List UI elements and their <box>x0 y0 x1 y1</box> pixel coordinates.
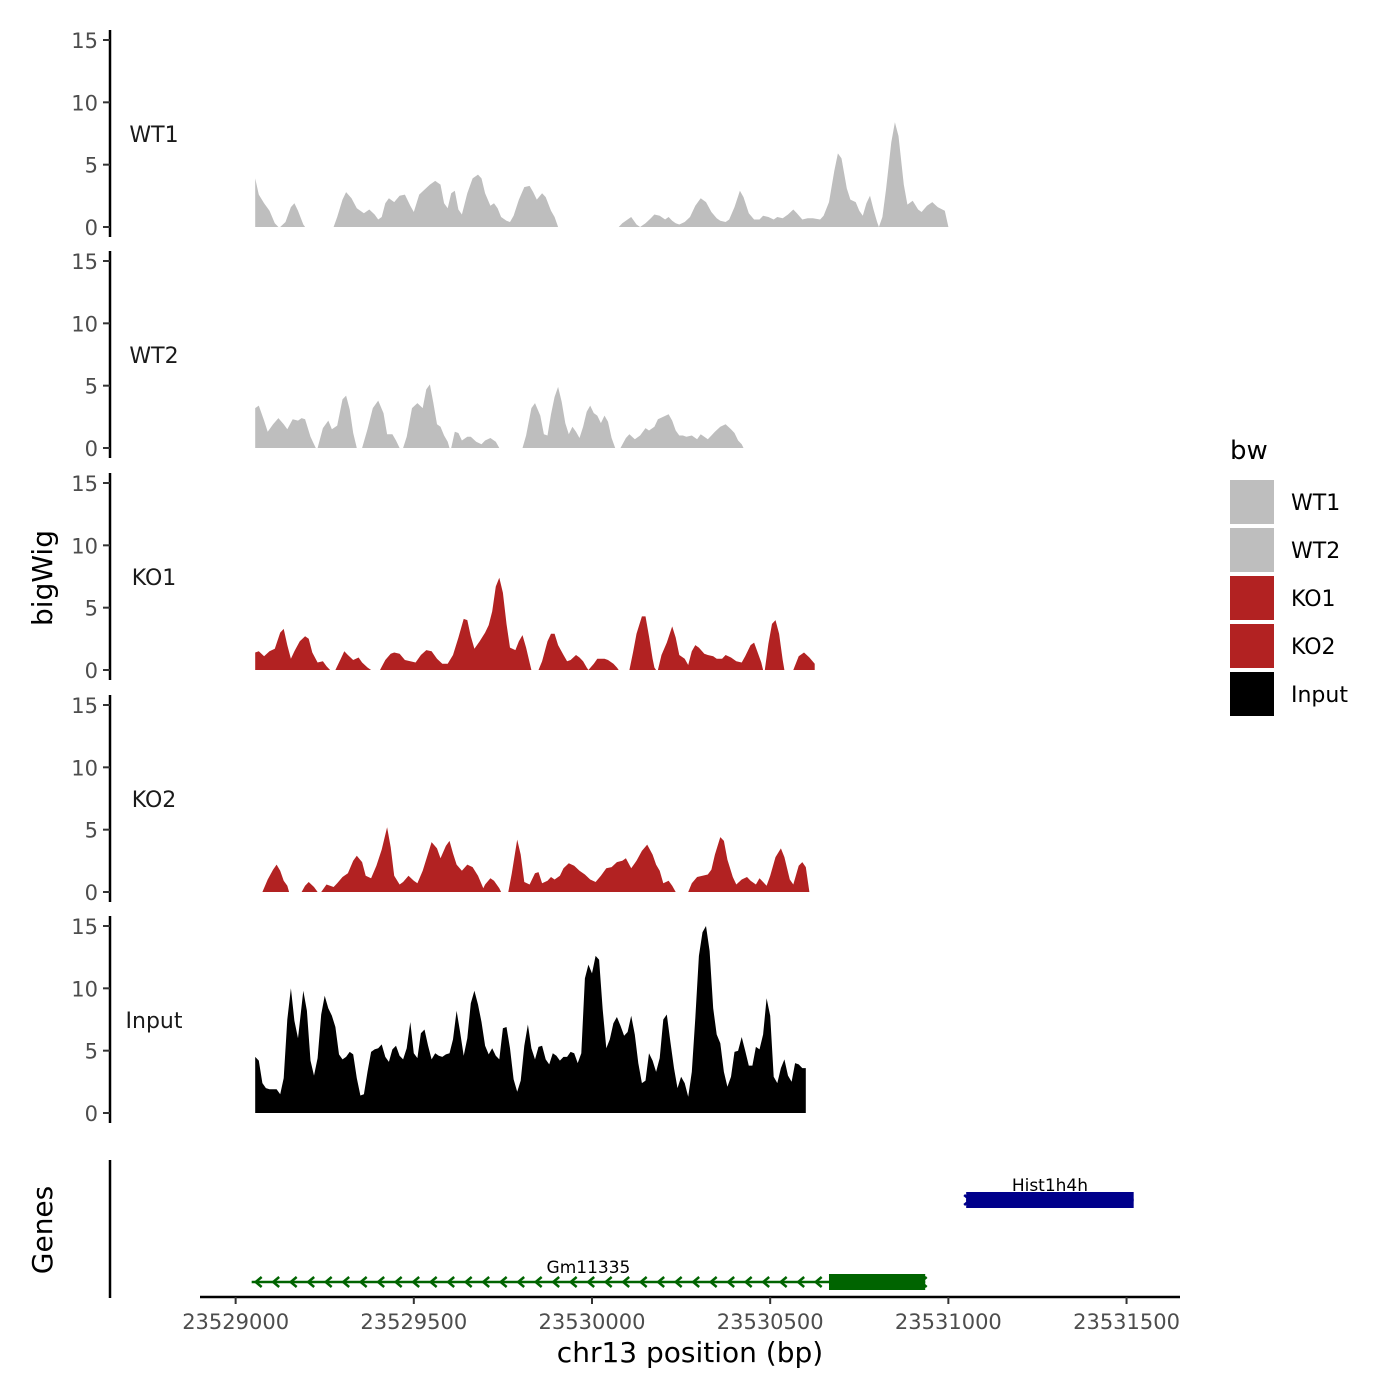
coverage-area-WT2 <box>255 384 744 448</box>
strand-arrow <box>271 1276 280 1288</box>
y-tick-label: 10 <box>71 756 98 780</box>
track-label-Input: Input <box>126 1009 183 1034</box>
legend-label: KO2 <box>1291 635 1336 660</box>
legend-label: Input <box>1291 683 1348 708</box>
x-tick-label: 23530500 <box>717 1310 824 1334</box>
strand-arrow <box>376 1276 385 1288</box>
strand-arrow <box>743 1276 753 1288</box>
coverage-area-KO1 <box>255 577 815 670</box>
x-tick-label: 23529000 <box>182 1310 289 1334</box>
y-tick-label: 0 <box>85 1102 98 1126</box>
x-axis: 23529000 23529500 23530000 23530500 23531000… <box>182 1295 1180 1334</box>
legend-key-WT2 <box>1230 528 1274 572</box>
strand-arrow <box>813 1276 823 1288</box>
strand-arrow <box>586 1276 595 1288</box>
y-tick-label: 0 <box>85 659 98 683</box>
gene-Hist1h4h: Hist1h4h <box>963 1176 1134 1208</box>
x-tick-label: 23531500 <box>1073 1310 1180 1334</box>
x-tick-label: 23531000 <box>895 1310 1002 1334</box>
strand-arrow <box>778 1276 788 1288</box>
legend-label: KO1 <box>1291 587 1336 612</box>
gene-exon <box>828 1274 926 1290</box>
track-panel-KO2: 0 5 10 15 KO2 <box>71 694 810 905</box>
track-label-KO1: KO1 <box>132 566 177 591</box>
strand-arrow <box>341 1276 350 1288</box>
strand-arrow <box>796 1276 805 1288</box>
legend-key-KO1 <box>1230 576 1274 620</box>
y-tick-label: 0 <box>85 437 98 461</box>
track-panel-Input: 0 5 10 15 Input <box>71 915 806 1126</box>
strand-arrow <box>551 1276 560 1288</box>
strand-arrow <box>673 1276 683 1288</box>
y-tick-label: 5 <box>85 1040 98 1064</box>
strand-arrow <box>761 1276 770 1288</box>
strand-arrow <box>726 1276 735 1288</box>
y-tick-label: 10 <box>71 312 98 336</box>
gene-exon <box>966 1192 1134 1208</box>
track-panel-WT1: 0 5 10 15 WT1 <box>71 29 949 240</box>
strand-arrow <box>638 1276 648 1288</box>
strand-arrow <box>446 1276 455 1288</box>
strand-arrow <box>411 1276 420 1288</box>
y-tick-label: 15 <box>71 250 98 274</box>
strand-arrow <box>358 1276 368 1288</box>
track-label-WT2: WT2 <box>129 344 178 369</box>
genes-panel: Hist1h4h Gm11335 <box>108 1160 1134 1298</box>
legend-title: bw <box>1230 436 1268 466</box>
track-label-WT1: WT1 <box>129 123 178 148</box>
strand-arrow <box>708 1276 718 1288</box>
strand-arrow <box>691 1276 700 1288</box>
legend-key-Input <box>1230 672 1274 716</box>
strand-arrow <box>428 1276 438 1288</box>
strand-arrow <box>621 1276 630 1288</box>
gene-label: Gm11335 <box>547 1258 631 1278</box>
gene-Gm11335: Gm11335 <box>251 1258 928 1290</box>
y-tick-label: 15 <box>71 915 98 939</box>
legend-label: WT1 <box>1291 491 1340 516</box>
y-tick-label: 0 <box>85 881 98 905</box>
y-tick-label: 5 <box>85 375 98 399</box>
strand-arrow <box>656 1276 665 1288</box>
x-tick-label: 23529500 <box>360 1310 467 1334</box>
y-tick-label: 15 <box>71 694 98 718</box>
x-tick-label: 23530000 <box>539 1310 646 1334</box>
y-tick-label: 15 <box>71 472 98 496</box>
strand-arrow <box>533 1276 543 1288</box>
strand-arrow <box>253 1276 263 1288</box>
y-tick-label: 15 <box>71 29 98 53</box>
y-tick-label: 5 <box>85 819 98 843</box>
legend-key-WT1 <box>1230 480 1274 524</box>
y-tick-label: 5 <box>85 597 98 621</box>
strand-arrow <box>516 1276 525 1288</box>
gene-label: Hist1h4h <box>1012 1176 1088 1196</box>
strand-arrow <box>603 1276 613 1288</box>
y-tick-label: 0 <box>85 216 98 240</box>
strand-arrow <box>288 1276 298 1288</box>
coverage-area-WT1 <box>255 122 949 227</box>
x-axis-title: chr13 position (bp) <box>557 1336 823 1369</box>
strand-arrow <box>568 1276 578 1288</box>
y-tick-label: 10 <box>71 977 98 1001</box>
coverage-area-Input <box>255 926 806 1113</box>
y-tick-label: 10 <box>71 534 98 558</box>
coverage-area-KO2 <box>262 827 810 892</box>
strand-arrow <box>481 1276 490 1288</box>
track-panels: 0 5 10 15 WT1 0 5 10 15 WT2 0 5 10 15 KO1 0 5 10 15 KO2 0 5 10… <box>71 29 949 1126</box>
genes-axis-title: Genes <box>26 1186 59 1274</box>
strand-arrow <box>393 1276 403 1288</box>
strand-arrow <box>306 1276 315 1288</box>
track-panel-WT2: 0 5 10 15 WT2 <box>71 250 744 461</box>
strand-arrow <box>498 1276 508 1288</box>
legend-key-KO2 <box>1230 624 1274 668</box>
strand-arrow <box>463 1276 473 1288</box>
y-tick-label: 10 <box>71 91 98 115</box>
legend: bw WT1 WT2 KO1 KO2 Input <box>1230 436 1348 716</box>
y-tick-label: 5 <box>85 154 98 178</box>
track-panel-KO1: 0 5 10 15 KO1 <box>71 472 815 683</box>
legend-label: WT2 <box>1291 539 1340 564</box>
y-axis-title: bigWig <box>26 530 59 626</box>
strand-arrow <box>323 1276 333 1288</box>
track-label-KO2: KO2 <box>132 788 177 813</box>
